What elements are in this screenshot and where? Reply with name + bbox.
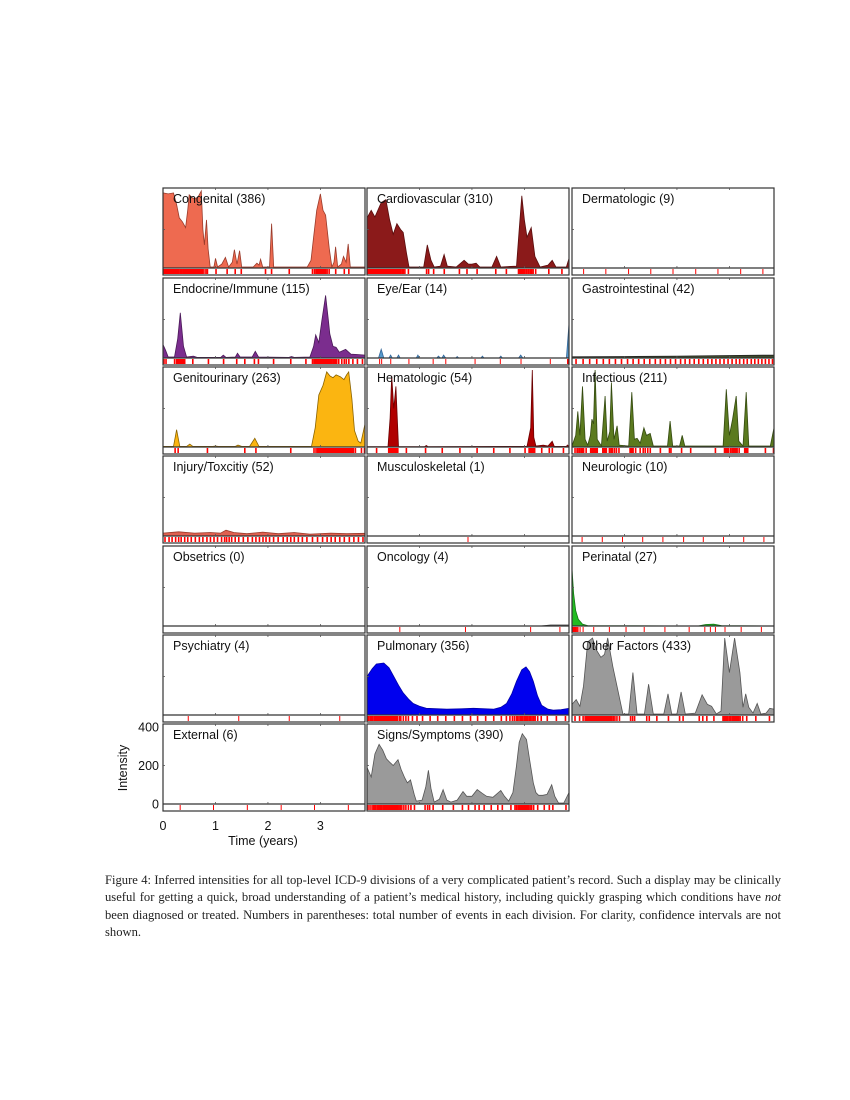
panel-frame-neurologic	[571, 455, 775, 544]
caption-text-end: been diagnosed or treated. Numbers in pa…	[105, 907, 781, 940]
x-tick-label: 0	[160, 819, 167, 833]
x-axis-label: Time (years)	[228, 834, 298, 848]
intensity-area-genitourinary	[162, 370, 366, 448]
panel-title-hematologic: Hematologic (54)	[377, 371, 472, 385]
panel-frame-genitourinary	[162, 366, 366, 455]
panel-frame-psychiatry	[162, 634, 366, 723]
y-tick-label: 200	[138, 759, 159, 773]
x-tick-label: 1	[212, 819, 219, 833]
panel-title-infectious: Infectious (211)	[582, 371, 667, 385]
intensity-area-infectious	[571, 369, 775, 448]
y-tick-label: 0	[152, 798, 159, 812]
intensity-area-cardiovascular	[366, 195, 570, 269]
panel-title-other-factors: Other Factors (433)	[582, 639, 691, 653]
panel-frame-injury-toxcitiy	[162, 455, 366, 544]
panel-title-external: External (6)	[173, 728, 238, 742]
panel-title-endocrine-immune: Endocrine/Immune (115)	[173, 282, 310, 296]
intensity-area-injury-toxcitiy	[162, 529, 366, 537]
panel-title-musculoskeletal: Musculoskeletal (1)	[377, 460, 485, 474]
figure-caption: Figure 4: Inferred intensities for all t…	[105, 872, 781, 942]
intensity-area-signs-symptoms	[366, 732, 570, 805]
panel-frame-cardiovascular	[366, 187, 570, 276]
intensity-area-eye-ear	[367, 323, 570, 359]
panel-frame-dermatologic	[571, 187, 775, 276]
x-tick-label: 2	[264, 819, 271, 833]
panel-title-signs-symptoms: Signs/Symptoms (390)	[377, 728, 503, 742]
x-tick-label: 3	[317, 819, 324, 833]
panel-frame-eye-ear	[366, 277, 570, 366]
panel-title-neurologic: Neurologic (10)	[582, 460, 667, 474]
panel-frame-congenital	[162, 187, 366, 276]
panel-title-eye-ear: Eye/Ear (14)	[377, 282, 447, 296]
panel-title-oncology: Oncology (4)	[377, 550, 449, 564]
intensity-area-endocrine-immune	[162, 295, 366, 359]
panel-title-psychiatry: Psychiatry (4)	[173, 639, 249, 653]
caption-text: Figure 4: Inferred intensities for all t…	[105, 873, 781, 905]
panel-frame-signs-symptoms	[366, 723, 570, 812]
panel-frame-hematologic	[366, 366, 570, 455]
intensity-area-pulmonary	[366, 662, 570, 716]
panel-title-congenital: Congenital (386)	[173, 192, 265, 206]
panel-frame-gastrointestinal	[571, 277, 775, 366]
panel-frame-endocrine-immune	[162, 277, 366, 366]
panel-frame-external	[162, 723, 366, 812]
intensity-area-perinatal	[571, 568, 775, 627]
panel-frame-oncology	[366, 545, 570, 634]
caption-emphasis: not	[764, 890, 781, 905]
panel-frame-pulmonary	[366, 634, 570, 723]
panel-title-injury-toxcitiy: Injury/Toxcitiy (52)	[173, 460, 274, 474]
panel-frame-obsetrics	[162, 545, 366, 634]
panel-title-gastrointestinal: Gastrointestinal (42)	[582, 282, 695, 296]
panel-title-cardiovascular: Cardiovascular (310)	[377, 192, 493, 206]
panel-frame-infectious	[571, 366, 775, 455]
y-tick-label: 400	[138, 721, 159, 735]
panel-title-obsetrics: Obsetrics (0)	[173, 550, 245, 564]
y-axis-label: Intensity	[116, 744, 130, 791]
panel-title-dermatologic: Dermatologic (9)	[582, 192, 674, 206]
panel-frame-other-factors	[571, 634, 775, 723]
panel-frame-perinatal	[571, 545, 775, 634]
panel-title-pulmonary: Pulmonary (356)	[377, 639, 469, 653]
panel-frame-musculoskeletal	[366, 455, 570, 544]
panel-title-perinatal: Perinatal (27)	[582, 550, 657, 564]
intensity-area-congenital	[162, 189, 366, 269]
panel-title-genitourinary: Genitourinary (263)	[173, 371, 281, 385]
